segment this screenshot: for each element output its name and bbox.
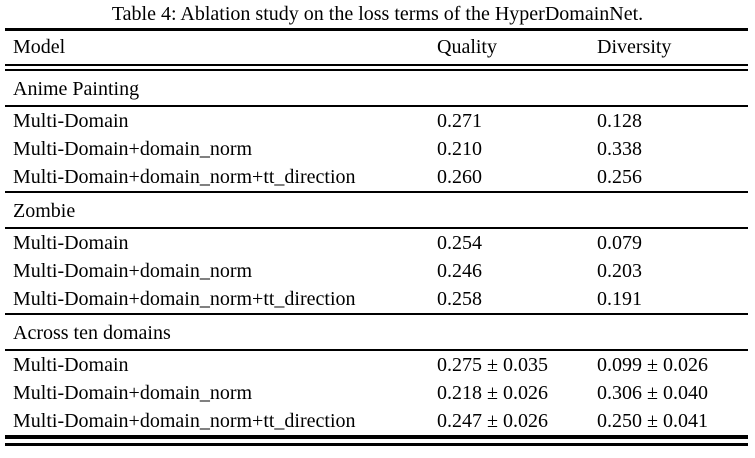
table-row: Multi-Domain+domain_norm 0.246 0.203 (5, 257, 748, 285)
section-rows: Multi-Domain 0.271 0.128 Multi-Domain+do… (5, 107, 748, 191)
table-row: Multi-Domain+domain_norm+tt_direction 0.… (5, 407, 748, 435)
quality-cell: 0.247 ± 0.026 (437, 410, 548, 432)
quality-cell: 0.246 (437, 260, 482, 282)
quality-cell: 0.254 (437, 232, 482, 254)
model-cell: Multi-Domain (13, 110, 129, 132)
diversity-cell: 0.099 ± 0.026 (597, 354, 708, 376)
model-cell: Multi-Domain+domain_norm (13, 260, 253, 282)
model-cell: Multi-Domain+domain_norm+tt_direction (13, 288, 356, 310)
model-cell: Multi-Domain (13, 354, 129, 376)
table-row: Multi-Domain 0.271 0.128 (5, 107, 748, 135)
quality-cell: 0.210 (437, 138, 482, 160)
model-cell: Multi-Domain+domain_norm (13, 382, 253, 404)
diversity-cell: 0.250 ± 0.041 (597, 410, 708, 432)
diversity-cell: 0.203 (597, 260, 642, 282)
section-header-anime-painting: Anime Painting (5, 71, 748, 107)
quality-cell: 0.260 (437, 166, 482, 188)
section-header-across-ten-domains: Across ten domains (5, 315, 748, 351)
section-header-zombie: Zombie (5, 193, 748, 229)
column-header-model: Model (13, 36, 66, 58)
column-header-diversity: Diversity (597, 36, 672, 58)
diversity-cell: 0.306 ± 0.040 (597, 382, 708, 404)
section-anime-painting: Anime Painting Multi-Domain 0.271 0.128 … (5, 71, 748, 191)
table-caption: Table 4: Ablation study on the loss term… (111, 3, 644, 25)
section-zombie: Zombie Multi-Domain 0.254 0.079 Multi-Do… (5, 191, 748, 313)
header-row: Model Quality Diversity (5, 31, 748, 64)
diversity-cell: 0.191 (597, 288, 642, 310)
header-double-rule (5, 64, 748, 71)
model-cell: Multi-Domain (13, 232, 129, 254)
section-rows: Multi-Domain 0.254 0.079 Multi-Domain+do… (5, 229, 748, 313)
quality-cell: 0.218 ± 0.026 (437, 382, 548, 404)
quality-cell: 0.271 (437, 110, 482, 132)
diversity-cell: 0.338 (597, 138, 642, 160)
table-row: Multi-Domain+domain_norm+tt_direction 0.… (5, 285, 748, 313)
ablation-table: Model Quality Diversity Anime Painting M… (5, 28, 748, 446)
table-row: Multi-Domain+domain_norm+tt_direction 0.… (5, 163, 748, 191)
top-rule (5, 28, 748, 31)
column-header-quality: Quality (437, 36, 497, 58)
table-row: Multi-Domain+domain_norm 0.210 0.338 (5, 135, 748, 163)
table-row: Multi-Domain+domain_norm 0.218 ± 0.026 0… (5, 379, 748, 407)
quality-cell: 0.275 ± 0.035 (437, 354, 548, 376)
model-cell: Multi-Domain+domain_norm (13, 138, 253, 160)
diversity-cell: 0.128 (597, 110, 642, 132)
bottom-double-rule (5, 435, 748, 446)
diversity-cell: 0.256 (597, 166, 642, 188)
table-row: Multi-Domain 0.254 0.079 (5, 229, 748, 257)
model-cell: Multi-Domain+domain_norm+tt_direction (13, 410, 356, 432)
diversity-cell: 0.079 (597, 232, 642, 254)
section-rows: Multi-Domain 0.275 ± 0.035 0.099 ± 0.026… (5, 351, 748, 435)
quality-cell: 0.258 (437, 288, 482, 310)
table-row: Multi-Domain 0.275 ± 0.035 0.099 ± 0.026 (5, 351, 748, 379)
model-cell: Multi-Domain+domain_norm+tt_direction (13, 166, 356, 188)
section-across-ten-domains: Across ten domains Multi-Domain 0.275 ± … (5, 313, 748, 435)
